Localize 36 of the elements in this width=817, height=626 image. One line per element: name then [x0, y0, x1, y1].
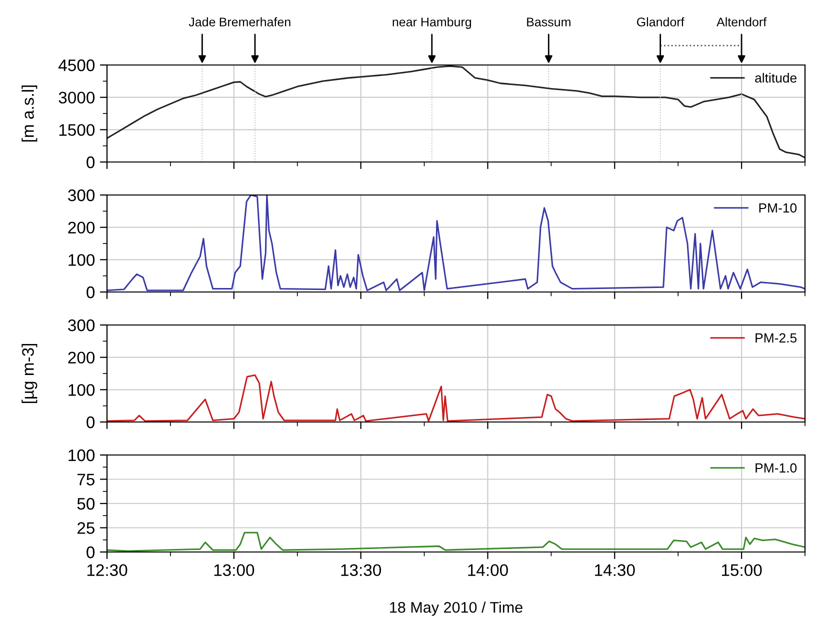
ref-line-label: Altendorf — [716, 17, 767, 26]
y-tick-label: 75 — [78, 474, 94, 486]
x-tick-label: 13:30 — [341, 564, 382, 576]
x-tick-label: 14:30 — [595, 564, 635, 576]
y-tick-label: 300 — [68, 189, 95, 202]
ref-line-label: near Hamburg — [392, 17, 472, 29]
y-tick-label: 300 — [68, 319, 95, 332]
x-tick-label: 14:00 — [468, 564, 508, 576]
y-tick-label: 100 — [68, 384, 95, 396]
y-tick-label: 0 — [86, 156, 95, 168]
y-tick-label: 0 — [86, 416, 95, 428]
y-tick-label: 4500 — [58, 59, 95, 72]
y-tick-label: 200 — [68, 352, 95, 364]
ref-line-label: Jade — [188, 17, 216, 26]
y-tick-label: 0 — [86, 286, 95, 298]
y-tick-label: 100 — [68, 254, 95, 266]
x-tick-label: 15:00 — [722, 564, 762, 576]
y-tick-label: 25 — [77, 522, 94, 534]
y-tick-label: 0 — [86, 546, 95, 558]
ref-line-label: Glandorf — [636, 17, 684, 26]
legend-label: PM-1.0 — [756, 463, 797, 473]
y-axis-title: [µg m-3] — [22, 344, 38, 404]
x-tick-label: 12:30 — [87, 564, 128, 576]
legend-label: altitude — [755, 72, 796, 83]
y-tick-label: 50 — [77, 498, 95, 510]
y-tick-label: 100 — [68, 449, 95, 462]
y-tick-label: 3000 — [58, 92, 95, 104]
x-tick-label: 13:00 — [214, 564, 254, 576]
x-axis-title: 18 May 2010 / Time — [390, 602, 522, 616]
ref-line-label: Bremerhafen — [220, 17, 290, 26]
y-tick-label: 1500 — [59, 124, 95, 136]
ref-line-label: Bassum — [527, 18, 570, 26]
y-tick-label: 200 — [68, 222, 95, 234]
legend-label: PM-2.5 — [756, 333, 797, 343]
legend-label: PM-10 — [759, 203, 797, 213]
y-axis-title: [m a.s.l] — [22, 86, 38, 142]
